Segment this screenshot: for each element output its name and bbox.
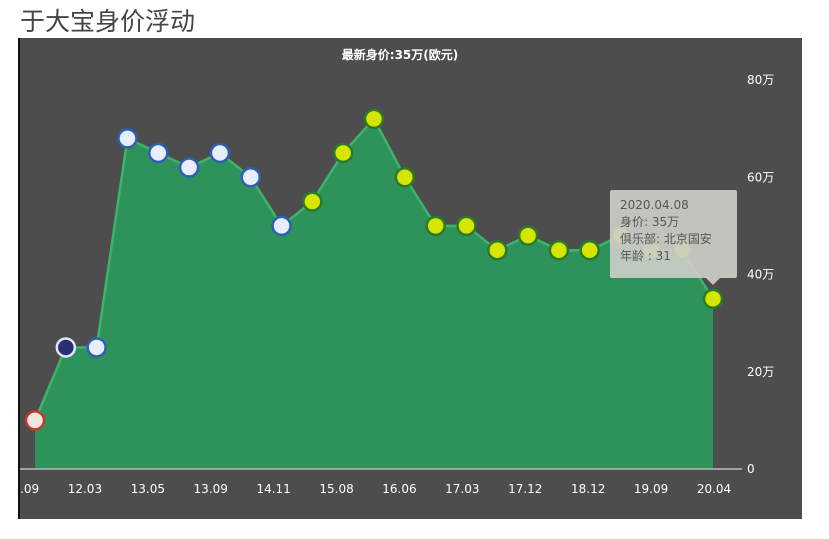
club-badge-icon (702, 288, 724, 310)
y-tick-label: 60万 (747, 170, 774, 184)
area-fill (35, 118, 713, 470)
club-badge-icon (487, 239, 508, 261)
club-badge-icon (425, 215, 446, 237)
tooltip-age: 年龄 : 31 (620, 249, 671, 263)
club-badge-icon (117, 128, 138, 149)
tooltip-club: 俱乐部: 北京国安 (620, 232, 712, 246)
x-tick-label: 16.06 (382, 482, 416, 496)
club-badge-icon (394, 167, 416, 188)
market-value-chart: 最新身价:35万(欧元) 07.09 12.03 13.05 13.09 14.11 15… (20, 47, 774, 496)
club-badge-icon (178, 157, 200, 178)
club-badge-icon (579, 239, 600, 261)
tooltip-value: 身价: 35万 (620, 215, 680, 229)
y-tick-label: 80万 (747, 73, 774, 87)
x-tick-label: 13.09 (194, 482, 228, 496)
page-title: 于大宝身价浮动 (20, 7, 196, 36)
x-tick-label: 12.03 (68, 482, 102, 496)
tooltip: 2020.04.08 身价: 35万 俱乐部: 北京国安 年龄 : 31 (610, 190, 737, 285)
x-tick-label: 17.12 (508, 482, 542, 496)
x-tick-label: 14.11 (256, 482, 290, 496)
club-badge-icon (302, 191, 323, 212)
club-badge-icon (271, 215, 292, 237)
y-tick-label: 20万 (747, 365, 774, 379)
club-badge-icon (240, 167, 261, 188)
x-tick-label: 20.04 (697, 482, 731, 496)
x-tick-label: 13.05 (131, 482, 165, 496)
y-tick-label: 0 (747, 462, 755, 476)
club-badge-icon (548, 239, 570, 261)
chart-title: 最新身价:35万(欧元) (342, 47, 458, 62)
x-tick-label: 17.03 (445, 482, 479, 496)
y-tick-label: 40万 (747, 268, 774, 282)
club-badge-icon (332, 142, 354, 164)
club-badge-icon (86, 337, 107, 358)
club-badge-icon (517, 225, 539, 246)
club-badge-icon (363, 108, 385, 130)
club-badge-icon (456, 215, 477, 237)
club-badge-icon (148, 142, 169, 164)
club-badge-icon (55, 337, 77, 358)
x-tick-label: 07.09 (20, 482, 39, 496)
x-tick-label: 18.12 (571, 482, 605, 496)
club-badge-icon (209, 142, 231, 164)
x-tick-label: 15.08 (319, 482, 353, 496)
chart-container: 最新身价:35万(欧元) 07.09 12.03 13.05 13.09 14.11 15… (18, 38, 802, 519)
tooltip-date: 2020.04.08 (620, 198, 689, 212)
x-tick-label: 19.09 (634, 482, 668, 496)
club-badge-icon (24, 410, 46, 431)
